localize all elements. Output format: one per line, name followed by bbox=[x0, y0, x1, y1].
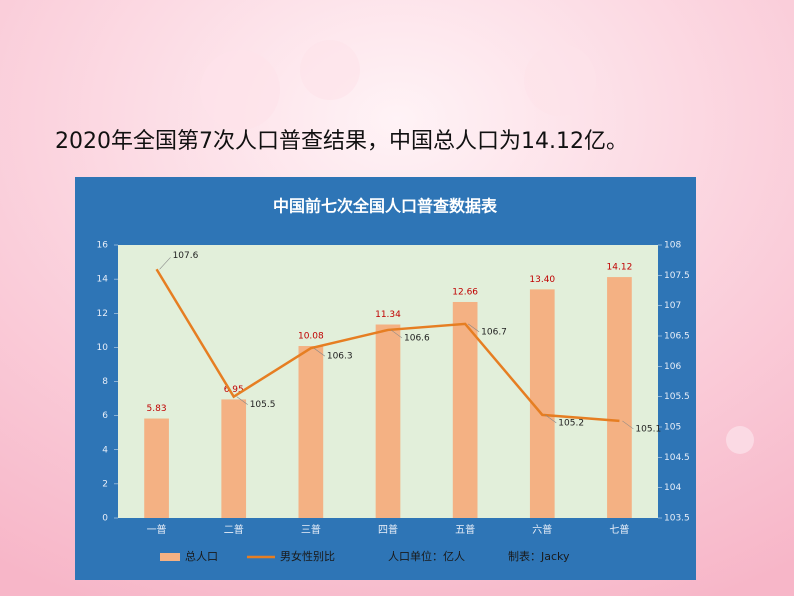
y2-tick-label: 103.5 bbox=[664, 514, 690, 524]
heading: 2020年全国第7次人口普查结果，中国总人口为14.12亿。 bbox=[55, 129, 628, 154]
leader-line bbox=[622, 420, 634, 430]
line bbox=[155, 268, 620, 423]
unit-note: 人口单位：亿人 bbox=[388, 549, 465, 563]
decoration bbox=[524, 44, 596, 116]
y-tick-label: 0 bbox=[102, 514, 108, 524]
bar bbox=[144, 418, 169, 518]
decoration bbox=[200, 50, 280, 130]
y-tick-label: 2 bbox=[102, 479, 108, 489]
x-tick-label: 五普 bbox=[455, 523, 475, 536]
leader-line bbox=[236, 396, 248, 405]
leader-line bbox=[467, 323, 480, 333]
y-tick-label: 6 bbox=[102, 411, 108, 421]
y2-tick-label: 108 bbox=[664, 241, 681, 251]
leader-line bbox=[313, 347, 326, 357]
leader-line bbox=[159, 257, 171, 270]
legend-swatch bbox=[160, 553, 180, 561]
line-value-label: 107.6 bbox=[173, 251, 199, 261]
line-value-label: 106.3 bbox=[327, 352, 353, 362]
bar-value-label: 5.83 bbox=[147, 404, 167, 414]
x-tick-label: 四普 bbox=[378, 523, 398, 536]
x-tick-label: 一普 bbox=[147, 523, 167, 536]
x-tick-label: 七普 bbox=[609, 523, 629, 536]
y-tick-label: 4 bbox=[102, 445, 108, 455]
bar bbox=[221, 399, 247, 518]
bar-value-label: 14.12 bbox=[607, 263, 633, 273]
y2-tick-label: 107 bbox=[664, 301, 681, 311]
bar bbox=[298, 346, 324, 518]
chart-title: 中国前七次全国人口普查数据表 bbox=[273, 197, 498, 216]
bar-value-label: 10.08 bbox=[298, 332, 324, 342]
decoration bbox=[300, 40, 360, 100]
bar-value-label: 12.66 bbox=[452, 287, 478, 297]
bar bbox=[452, 301, 478, 518]
y-tick-label: 10 bbox=[97, 343, 109, 353]
line-value-label: 105.2 bbox=[558, 418, 584, 428]
y2-tick-label: 104 bbox=[664, 483, 681, 493]
y-tick-label: 16 bbox=[97, 241, 109, 251]
x-tick-label: 三普 bbox=[301, 523, 321, 536]
bar bbox=[607, 277, 632, 518]
bar bbox=[375, 324, 401, 518]
bar-value-label: 11.34 bbox=[375, 310, 401, 320]
legend-label: 男女性别比 bbox=[280, 549, 335, 563]
y-tick-label: 12 bbox=[97, 309, 108, 319]
leader-line bbox=[390, 329, 403, 339]
bar-value-label: 6.95 bbox=[224, 385, 244, 395]
y-tick-label: 8 bbox=[102, 377, 108, 387]
y2-tick-label: 104.5 bbox=[664, 453, 690, 463]
y2-tick-label: 107.5 bbox=[664, 271, 690, 281]
credit: 制表：Jacky bbox=[508, 549, 570, 563]
legend-label: 总人口 bbox=[185, 549, 218, 563]
y2-tick-label: 105 bbox=[664, 423, 681, 433]
y2-tick-label: 106 bbox=[664, 362, 681, 372]
y2-tick-label: 106.5 bbox=[664, 332, 690, 342]
x-tick-label: 二普 bbox=[224, 523, 244, 536]
line-value-label: 106.7 bbox=[481, 327, 507, 337]
y-tick-label: 14 bbox=[97, 275, 109, 285]
line-value-label: 106.6 bbox=[404, 333, 430, 343]
bar-value-label: 13.40 bbox=[529, 275, 555, 285]
y2-tick-label: 105.5 bbox=[664, 392, 690, 402]
line-value-label: 105.5 bbox=[250, 400, 276, 410]
x-tick-label: 六普 bbox=[532, 523, 552, 536]
decoration bbox=[726, 426, 754, 454]
leader-line bbox=[545, 414, 557, 424]
line-value-label: 105.1 bbox=[635, 424, 661, 434]
